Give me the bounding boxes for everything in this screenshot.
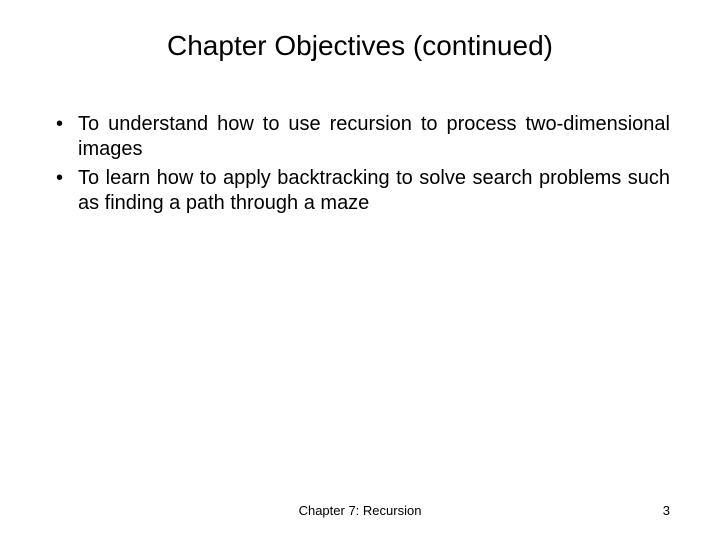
slide-container: Chapter Objectives (continued) To unders… xyxy=(0,0,720,540)
list-item: To understand how to use recursion to pr… xyxy=(50,112,670,162)
footer-page-number: 3 xyxy=(663,503,670,518)
slide-title: Chapter Objectives (continued) xyxy=(50,30,670,62)
list-item: To learn how to apply backtracking to so… xyxy=(50,166,670,216)
slide-footer: Chapter 7: Recursion 3 xyxy=(0,503,720,518)
footer-chapter-label: Chapter 7: Recursion xyxy=(299,503,422,518)
objectives-list: To understand how to use recursion to pr… xyxy=(50,112,670,216)
